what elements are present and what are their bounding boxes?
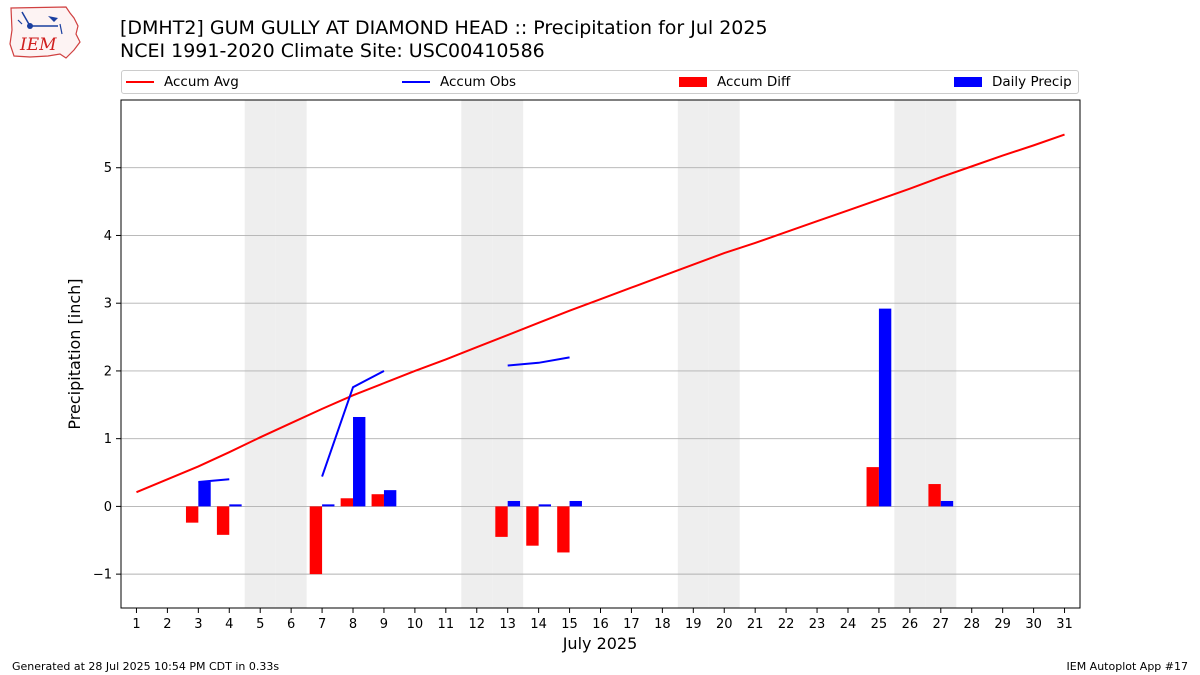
bar-accum-diff-day-15 xyxy=(557,506,570,553)
x-tick-label: 2 xyxy=(163,617,171,632)
legend-accum-obs: Accum Obs xyxy=(402,71,516,93)
legend-label-accum-diff: Accum Diff xyxy=(717,74,791,90)
x-tick-label: 21 xyxy=(747,617,764,632)
weekend-shade-day-20 xyxy=(708,100,740,608)
footer-generated: Generated at 28 Jul 2025 10:54 PM CDT in… xyxy=(12,660,280,673)
bar-daily-precip-day-3 xyxy=(198,482,211,507)
bar-daily-precip-day-7 xyxy=(322,504,335,507)
x-tick-label: 23 xyxy=(809,617,826,632)
x-tick-label: 4 xyxy=(225,617,233,632)
x-tick-label: 14 xyxy=(530,617,547,632)
weekend-shade-day-5 xyxy=(244,100,276,608)
logo-text: IEM xyxy=(19,35,57,55)
x-tick-label: 29 xyxy=(994,617,1011,632)
legend-swatch-accum-obs xyxy=(402,81,430,83)
y-axis-label: Precipitation [inch] xyxy=(65,278,84,429)
x-tick-label: 11 xyxy=(438,617,455,632)
y-tick-label: 4 xyxy=(104,229,112,244)
x-tick-label: 17 xyxy=(623,617,640,632)
x-tick-label: 3 xyxy=(194,617,202,632)
line-accum-avg xyxy=(136,133,1065,494)
x-tick-label: 31 xyxy=(1056,617,1073,632)
bar-daily-precip-day-9 xyxy=(383,490,397,507)
weekend-shade-day-6 xyxy=(275,100,307,608)
chart-subtitle: NCEI 1991-2020 Climate Site: USC00410586 xyxy=(120,40,545,62)
legend-swatch-accum-diff xyxy=(679,77,707,87)
x-tick-label: 30 xyxy=(1025,617,1042,632)
bar-accum-diff-day-13 xyxy=(495,506,508,537)
bar-accum-diff-day-3 xyxy=(185,506,199,523)
bar-daily-precip-day-27 xyxy=(940,500,954,507)
x-tick-label: 20 xyxy=(716,617,733,632)
chart-legend: Accum Avg Accum Obs Accum Diff Daily Pre… xyxy=(121,70,1079,94)
x-tick-label: 18 xyxy=(654,617,671,632)
x-tick-label: 16 xyxy=(592,617,609,632)
y-tick-label: 5 xyxy=(104,161,112,176)
bar-daily-precip-day-15 xyxy=(569,500,582,507)
x-tick-label: 8 xyxy=(349,617,357,632)
bar-daily-precip-day-25 xyxy=(878,308,892,507)
legend-accum-avg: Accum Avg xyxy=(126,71,239,93)
weekend-shade-day-27 xyxy=(925,100,957,608)
bar-accum-diff-day-4 xyxy=(216,506,230,535)
legend-swatch-daily-precip xyxy=(954,77,982,87)
weekend-shade-day-12 xyxy=(461,100,493,608)
footer-app-id: IEM Autoplot App #17 xyxy=(1066,660,1189,673)
chart-title: [DMHT2] GUM GULLY AT DIAMOND HEAD :: Pre… xyxy=(120,17,768,39)
weekend-shade-day-19 xyxy=(677,100,709,608)
x-tick-label: 28 xyxy=(963,617,980,632)
x-tick-label: 15 xyxy=(561,617,578,632)
legend-label-accum-avg: Accum Avg xyxy=(164,74,239,90)
y-tick-label: 1 xyxy=(104,432,112,447)
bar-accum-diff-day-25 xyxy=(866,467,879,507)
x-tick-label: 12 xyxy=(468,617,485,632)
line-accum-obs-segment-2 xyxy=(507,356,570,367)
line-accum-obs-segment-1 xyxy=(321,370,385,477)
y-tick-label: 3 xyxy=(104,297,112,312)
x-tick-label: 1 xyxy=(132,617,140,632)
x-axis-label: July 2025 xyxy=(562,634,638,653)
x-tick-label: 19 xyxy=(685,617,702,632)
legend-accum-diff: Accum Diff xyxy=(679,71,790,93)
legend-label-daily-precip: Daily Precip xyxy=(992,74,1072,90)
x-tick-label: 13 xyxy=(499,617,516,632)
bar-daily-precip-day-14 xyxy=(538,504,552,507)
x-tick-label: 7 xyxy=(318,617,326,632)
bar-accum-diff-day-9 xyxy=(371,494,384,507)
x-tick-label: 9 xyxy=(380,617,388,632)
x-tick-label: 24 xyxy=(840,617,857,632)
y-tick-label: −1 xyxy=(93,568,112,583)
x-tick-label: 6 xyxy=(287,617,295,632)
x-tick-label: 27 xyxy=(933,617,950,632)
line-accum-obs-segment-0 xyxy=(198,478,230,484)
x-tick-label: 5 xyxy=(256,617,264,632)
x-tick-label: 25 xyxy=(871,617,888,632)
bar-daily-precip-day-8 xyxy=(353,416,366,507)
legend-label-accum-obs: Accum Obs xyxy=(440,74,517,90)
bar-accum-diff-day-27 xyxy=(928,484,941,507)
iem-logo: IEM xyxy=(8,4,82,60)
y-tick-label: 0 xyxy=(104,500,112,515)
x-tick-label: 22 xyxy=(778,617,795,632)
weekend-shade-day-26 xyxy=(894,100,926,608)
bar-daily-precip-day-4 xyxy=(229,504,242,507)
bar-accum-diff-day-8 xyxy=(340,498,354,507)
bar-accum-diff-day-14 xyxy=(526,506,539,546)
bar-accum-diff-day-7 xyxy=(309,506,323,575)
x-tick-label: 10 xyxy=(407,617,424,632)
y-tick-label: 2 xyxy=(104,364,112,379)
legend-swatch-accum-avg xyxy=(126,81,154,83)
legend-daily-precip: Daily Precip xyxy=(954,71,1072,93)
x-tick-label: 26 xyxy=(902,617,919,632)
bar-daily-precip-day-13 xyxy=(507,500,521,507)
